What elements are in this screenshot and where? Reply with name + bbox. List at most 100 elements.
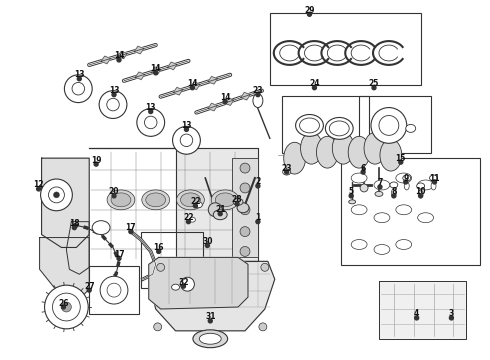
Ellipse shape <box>404 182 409 190</box>
Circle shape <box>240 247 250 256</box>
Text: 11: 11 <box>429 174 440 183</box>
Text: 28: 28 <box>232 195 243 204</box>
Ellipse shape <box>193 330 228 348</box>
Circle shape <box>129 230 133 234</box>
Circle shape <box>154 323 162 331</box>
Ellipse shape <box>375 192 383 196</box>
Circle shape <box>235 202 239 206</box>
Ellipse shape <box>111 193 131 207</box>
Ellipse shape <box>176 190 204 210</box>
Polygon shape <box>168 62 177 70</box>
Ellipse shape <box>374 244 390 255</box>
Bar <box>282 96 369 153</box>
Ellipse shape <box>215 193 235 207</box>
Text: 22: 22 <box>183 213 194 222</box>
Text: 13: 13 <box>146 103 156 112</box>
Ellipse shape <box>299 118 319 133</box>
Ellipse shape <box>142 190 170 210</box>
Circle shape <box>107 283 121 297</box>
Circle shape <box>240 163 250 173</box>
Circle shape <box>433 180 437 184</box>
Circle shape <box>117 256 121 260</box>
Bar <box>141 231 203 288</box>
Polygon shape <box>224 98 234 105</box>
Circle shape <box>392 194 396 198</box>
Circle shape <box>45 285 88 329</box>
Polygon shape <box>208 103 218 111</box>
Polygon shape <box>208 76 218 84</box>
Ellipse shape <box>107 190 135 210</box>
Polygon shape <box>66 222 89 274</box>
Circle shape <box>87 288 91 292</box>
Polygon shape <box>191 82 200 90</box>
Text: 22: 22 <box>190 197 200 206</box>
Text: 13: 13 <box>74 70 85 79</box>
Circle shape <box>208 319 212 323</box>
Polygon shape <box>42 158 89 247</box>
Text: 14: 14 <box>220 93 230 102</box>
Ellipse shape <box>403 175 411 181</box>
Circle shape <box>240 227 250 237</box>
Circle shape <box>361 170 365 174</box>
Circle shape <box>415 316 418 320</box>
Circle shape <box>349 194 353 198</box>
Ellipse shape <box>329 121 349 136</box>
Circle shape <box>77 77 81 81</box>
Ellipse shape <box>418 190 423 198</box>
Ellipse shape <box>374 180 390 190</box>
Ellipse shape <box>317 136 338 168</box>
Ellipse shape <box>233 198 243 205</box>
Text: 27: 27 <box>84 282 95 291</box>
Ellipse shape <box>374 213 390 223</box>
Ellipse shape <box>284 142 306 174</box>
Circle shape <box>184 127 189 131</box>
Circle shape <box>256 220 260 224</box>
Circle shape <box>145 116 157 129</box>
Ellipse shape <box>213 210 227 220</box>
Ellipse shape <box>325 117 353 139</box>
Text: 30: 30 <box>202 237 213 246</box>
Circle shape <box>37 187 41 191</box>
Text: 29: 29 <box>304 6 315 15</box>
Text: 6: 6 <box>361 163 366 172</box>
Circle shape <box>157 249 161 253</box>
Text: 13: 13 <box>181 121 192 130</box>
Bar <box>232 158 258 257</box>
Circle shape <box>261 264 269 271</box>
Text: 23: 23 <box>253 86 263 95</box>
Text: 9: 9 <box>403 174 408 183</box>
Polygon shape <box>379 281 466 339</box>
Ellipse shape <box>300 132 322 164</box>
Ellipse shape <box>351 173 367 183</box>
Circle shape <box>208 203 222 217</box>
Text: 25: 25 <box>369 79 379 88</box>
Circle shape <box>259 323 267 331</box>
Circle shape <box>112 93 116 96</box>
Circle shape <box>112 194 116 198</box>
Polygon shape <box>173 87 183 95</box>
Text: 5: 5 <box>348 188 354 197</box>
Circle shape <box>379 116 399 135</box>
Ellipse shape <box>199 333 221 344</box>
Text: 8: 8 <box>391 188 396 197</box>
Circle shape <box>64 75 92 103</box>
Ellipse shape <box>283 169 291 175</box>
Polygon shape <box>40 238 89 299</box>
Circle shape <box>240 183 250 193</box>
Circle shape <box>360 184 368 192</box>
Circle shape <box>223 100 227 104</box>
Circle shape <box>194 204 197 208</box>
Ellipse shape <box>92 221 110 235</box>
Circle shape <box>53 192 59 198</box>
Circle shape <box>308 12 312 16</box>
Circle shape <box>149 109 153 113</box>
Circle shape <box>41 179 73 211</box>
Circle shape <box>449 316 453 320</box>
Text: 16: 16 <box>153 243 164 252</box>
Text: 1: 1 <box>255 213 261 222</box>
Polygon shape <box>89 148 258 289</box>
Text: 17: 17 <box>114 250 124 259</box>
Ellipse shape <box>416 183 425 189</box>
Text: 19: 19 <box>91 156 101 165</box>
Circle shape <box>240 205 250 215</box>
